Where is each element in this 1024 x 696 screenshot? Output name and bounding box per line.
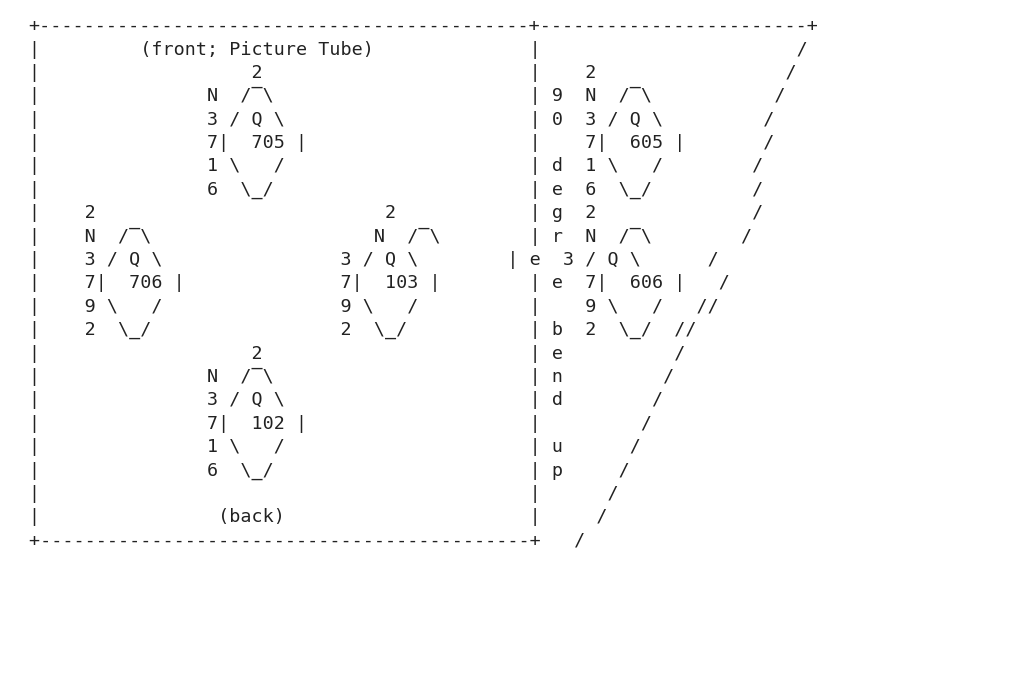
Text: +--------------------------------------------+------------------------+
|       : +---------------------------------------… <box>29 17 818 550</box>
